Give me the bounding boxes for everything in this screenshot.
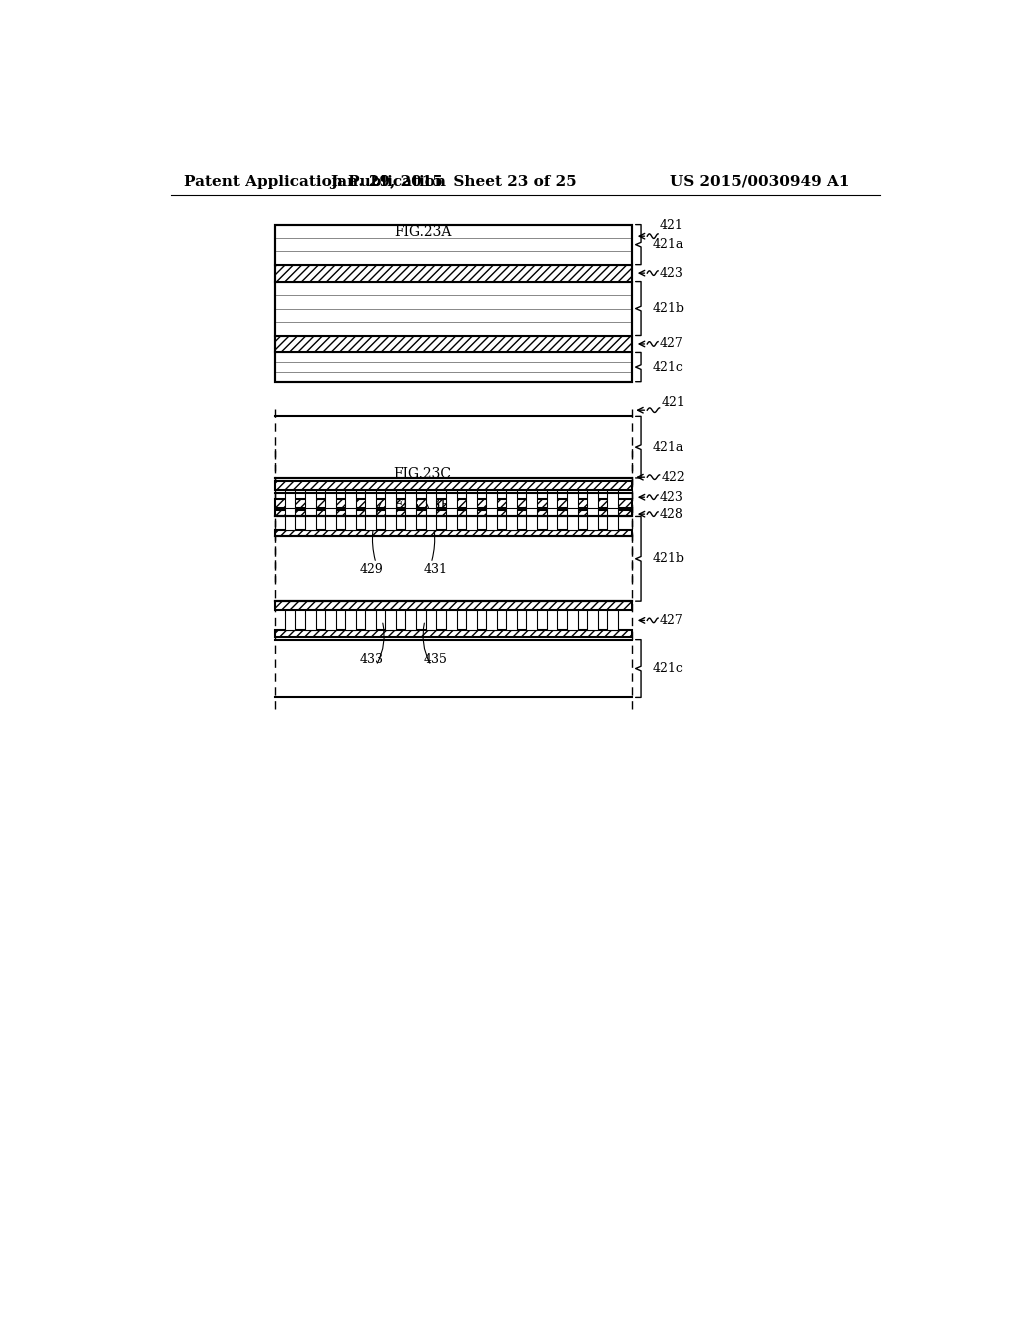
Text: Jan. 29, 2015  Sheet 23 of 25: Jan. 29, 2015 Sheet 23 of 25 [330, 174, 577, 189]
Bar [445, 508, 457, 529]
Text: 421b: 421b [652, 302, 685, 315]
Bar [345, 508, 356, 529]
Bar [587, 508, 598, 529]
Bar [566, 490, 578, 511]
Text: FIG.23B: FIG.23B [394, 498, 452, 512]
Bar [275, 224, 632, 264]
Bar [426, 508, 436, 529]
Bar [406, 490, 417, 511]
Bar [466, 490, 477, 511]
Text: Patent Application Publication: Patent Application Publication [183, 174, 445, 189]
Bar [506, 508, 517, 529]
Bar [526, 610, 538, 631]
Text: 421: 421 [662, 396, 685, 409]
Bar [275, 224, 632, 381]
Text: 427: 427 [659, 338, 683, 351]
Bar [547, 508, 557, 529]
Bar [526, 508, 538, 529]
Bar [466, 610, 477, 631]
Bar [275, 511, 632, 516]
Bar [607, 490, 617, 511]
Bar [566, 610, 578, 631]
Bar [366, 610, 376, 631]
Text: 421b: 421b [652, 552, 685, 565]
Bar [445, 490, 457, 511]
Bar [385, 490, 396, 511]
Bar [345, 610, 356, 631]
Text: 428: 428 [659, 508, 684, 520]
Bar [385, 508, 396, 529]
Bar [325, 490, 336, 511]
Bar [366, 508, 376, 529]
Bar [305, 508, 315, 529]
Text: 421: 421 [659, 219, 684, 232]
Bar [345, 490, 356, 511]
Text: 431: 431 [424, 562, 447, 576]
Bar [547, 610, 557, 631]
Bar [275, 352, 632, 381]
Bar [547, 490, 557, 511]
Text: 423: 423 [659, 267, 684, 280]
Bar [275, 335, 632, 352]
Bar [366, 490, 376, 511]
Bar [285, 610, 295, 631]
Bar [285, 490, 295, 511]
Bar [275, 529, 632, 536]
Text: 429: 429 [359, 562, 383, 576]
Bar [275, 264, 632, 281]
Text: 433: 433 [359, 653, 383, 667]
Text: 435: 435 [424, 653, 447, 667]
Text: 422: 422 [662, 471, 685, 483]
Bar [275, 601, 632, 610]
Bar [526, 490, 538, 511]
Bar [305, 490, 315, 511]
Bar [275, 631, 632, 636]
Text: FIG.23A: FIG.23A [394, 224, 452, 239]
Bar [406, 610, 417, 631]
Bar [406, 508, 417, 529]
Text: 421a: 421a [652, 238, 684, 251]
Text: 423: 423 [659, 491, 684, 504]
Bar [305, 610, 315, 631]
Bar [275, 281, 632, 335]
Bar [566, 508, 578, 529]
Bar [426, 490, 436, 511]
Bar [325, 610, 336, 631]
Bar [607, 610, 617, 631]
Text: 421c: 421c [652, 360, 684, 374]
Text: FIG.23C: FIG.23C [393, 467, 452, 480]
Bar [275, 480, 632, 490]
Bar [486, 508, 497, 529]
Bar [587, 610, 598, 631]
Bar [506, 490, 517, 511]
Text: US 2015/0030949 A1: US 2015/0030949 A1 [671, 174, 850, 189]
Text: 421a: 421a [652, 441, 684, 454]
Bar [445, 610, 457, 631]
Bar [587, 490, 598, 511]
Bar [285, 508, 295, 529]
Bar [486, 490, 497, 511]
Bar [486, 610, 497, 631]
Bar [426, 610, 436, 631]
Bar [607, 508, 617, 529]
Text: 427: 427 [659, 614, 683, 627]
Bar [325, 508, 336, 529]
Text: 421c: 421c [652, 663, 684, 675]
Bar [466, 508, 477, 529]
Bar [275, 499, 632, 508]
Bar [506, 610, 517, 631]
Bar [385, 610, 396, 631]
